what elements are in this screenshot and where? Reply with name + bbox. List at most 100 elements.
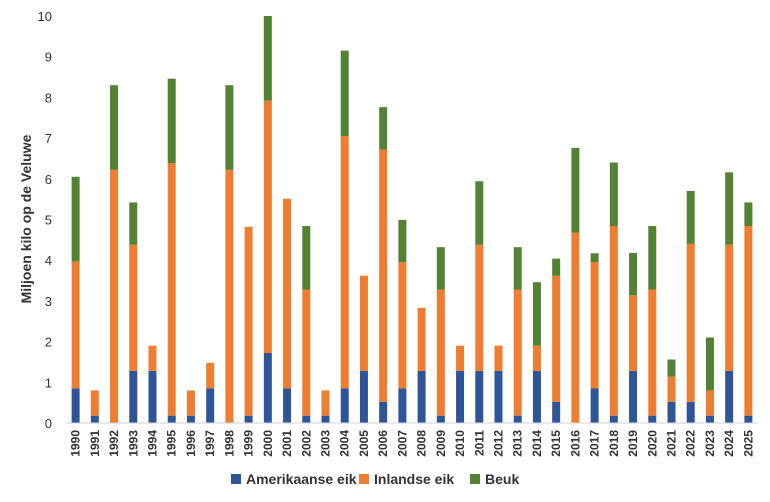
bar-segment-inlandse-eik	[436, 289, 445, 416]
x-tick-label: 1994	[146, 430, 160, 457]
bar-segment-beuk	[71, 176, 80, 262]
bar-segment-inlandse-eik	[379, 149, 388, 402]
bar-segment-inlandse-eik	[244, 226, 253, 416]
x-tick-label: 1995	[165, 430, 179, 457]
bar-segment-beuk	[436, 247, 445, 290]
x-tick-label: 2008	[415, 430, 429, 457]
legend-swatch	[359, 474, 369, 484]
bars	[71, 16, 753, 423]
bar-segment-inlandse-eik	[532, 345, 541, 371]
bar-segment-amerikaanse-eik	[129, 370, 138, 423]
bar-segment-amerikaanse-eik	[532, 370, 541, 423]
bar-segment-inlandse-eik	[359, 275, 368, 371]
x-tick-label: 2017	[588, 430, 602, 457]
bar-segment-inlandse-eik	[744, 226, 753, 416]
x-tick-label: 2002	[299, 430, 313, 457]
x-tick-label: 1992	[107, 430, 121, 457]
x-tick-label: 2001	[280, 430, 294, 457]
x-tick-label: 2000	[261, 430, 275, 457]
x-tick-label: 2019	[626, 430, 640, 457]
bar-segment-amerikaanse-eik	[244, 415, 253, 423]
x-tick-label: 2023	[703, 430, 717, 457]
bar-segment-beuk	[340, 50, 349, 137]
x-tick-label: 1996	[184, 430, 198, 457]
y-axis-title: Miljoen kilo op de Veluwe	[18, 134, 34, 303]
bar-segment-amerikaanse-eik	[71, 388, 80, 423]
bar-segment-amerikaanse-eik	[552, 401, 561, 423]
bar-segment-amerikaanse-eik	[283, 388, 292, 423]
bar-segment-beuk	[744, 202, 753, 227]
bar-segment-amerikaanse-eik	[359, 370, 368, 423]
x-tick-label: 2004	[338, 430, 352, 457]
bar-segment-inlandse-eik	[302, 289, 311, 416]
bar-segment-beuk	[571, 147, 580, 233]
bar-segment-beuk	[475, 181, 484, 245]
x-tick-label: 2012	[492, 430, 506, 457]
x-tick-label: 2013	[511, 430, 525, 457]
bar-segment-inlandse-eik	[609, 226, 618, 416]
bar-segment-amerikaanse-eik	[90, 415, 99, 423]
bar-segment-beuk	[705, 337, 714, 391]
bar-segment-beuk	[552, 258, 561, 276]
x-tick-label: 2016	[568, 430, 582, 457]
x-tick-label: 2022	[684, 430, 698, 457]
bar-segment-inlandse-eik	[417, 307, 426, 371]
bar-segment-inlandse-eik	[167, 163, 176, 416]
y-tick-label: 6	[45, 172, 52, 187]
bar-segment-inlandse-eik	[71, 261, 80, 389]
bar-segment-amerikaanse-eik	[302, 415, 311, 423]
y-tick-label: 9	[45, 50, 52, 65]
bar-segment-beuk	[263, 16, 272, 101]
bar-segment-inlandse-eik	[494, 345, 503, 371]
bar-segment-inlandse-eik	[686, 243, 695, 402]
bar-segment-inlandse-eik	[571, 232, 580, 423]
bar-segment-amerikaanse-eik	[725, 370, 734, 423]
bar-segment-amerikaanse-eik	[686, 401, 695, 423]
bar-segment-inlandse-eik	[475, 244, 484, 371]
x-tick-label: 2011	[472, 430, 486, 456]
y-tick-label: 10	[38, 9, 52, 24]
x-tick-label: 2006	[376, 430, 390, 457]
x-tick-label: 1991	[88, 430, 102, 457]
bar-segment-amerikaanse-eik	[667, 401, 676, 423]
y-axis: 0 1 2 3 4 5 6 7 8 9 10	[38, 9, 52, 431]
bar-segment-inlandse-eik	[340, 136, 349, 389]
x-tick-label: 2005	[357, 430, 371, 457]
bar-segment-inlandse-eik	[513, 289, 522, 416]
bar-segment-beuk	[513, 247, 522, 290]
bar-segment-inlandse-eik	[263, 100, 272, 353]
bar-segment-amerikaanse-eik	[379, 401, 388, 423]
bar-segment-beuk	[379, 107, 388, 150]
x-tick-label: 2014	[530, 430, 544, 457]
bar-segment-inlandse-eik	[110, 169, 119, 423]
x-tick-label: 2018	[607, 430, 621, 457]
bar-segment-inlandse-eik	[129, 244, 138, 371]
bar-segment-inlandse-eik	[705, 390, 714, 416]
bar-segment-beuk	[532, 282, 541, 346]
legend-swatch	[231, 474, 241, 484]
bar-segment-inlandse-eik	[725, 244, 734, 371]
bar-segment-amerikaanse-eik	[417, 370, 426, 423]
bar-segment-inlandse-eik	[398, 262, 407, 389]
bar-segment-amerikaanse-eik	[629, 370, 638, 423]
x-tick-label: 1993	[126, 430, 140, 457]
x-tick-label: 2015	[549, 430, 563, 457]
bar-segment-beuk	[590, 253, 599, 263]
bar-segment-amerikaanse-eik	[436, 415, 445, 423]
legend-label: Amerikaanse eik	[246, 471, 357, 487]
bar-segment-inlandse-eik	[148, 345, 157, 371]
bar-segment-inlandse-eik	[225, 169, 234, 423]
bar-segment-amerikaanse-eik	[186, 415, 195, 423]
bar-segment-amerikaanse-eik	[398, 388, 407, 423]
bar-segment-amerikaanse-eik	[167, 415, 176, 423]
legend-label: Beuk	[485, 471, 519, 487]
bar-segment-beuk	[629, 252, 638, 296]
bar-segment-beuk	[398, 219, 407, 263]
x-tick-label: 1990	[69, 430, 83, 457]
x-tick-label: 1999	[242, 430, 256, 457]
bar-segment-beuk	[667, 359, 676, 377]
bar-segment-inlandse-eik	[590, 262, 599, 389]
bar-segment-amerikaanse-eik	[705, 415, 714, 423]
bar-segment-amerikaanse-eik	[263, 352, 272, 423]
bar-segment-inlandse-eik	[456, 345, 465, 371]
